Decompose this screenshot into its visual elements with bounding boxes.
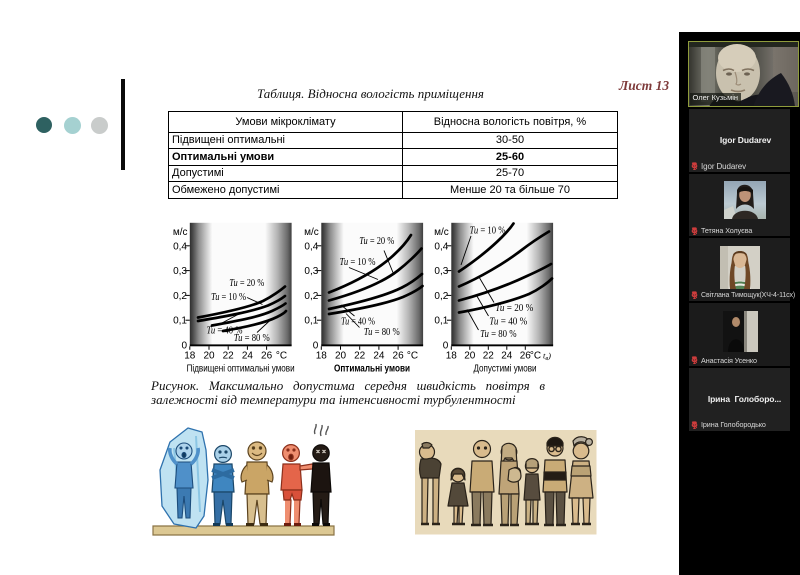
svg-text:0,4: 0,4: [434, 241, 448, 252]
svg-text:20: 20: [203, 351, 215, 362]
svg-text:Підвищені оптимальні умови: Підвищені оптимальні умови: [187, 363, 295, 375]
svg-text:26: 26: [261, 351, 273, 362]
svg-text:0,3: 0,3: [434, 266, 448, 277]
svg-text:22: 22: [354, 351, 366, 362]
svg-text:м/с: м/с: [173, 227, 188, 238]
svg-text:26: 26: [393, 351, 405, 362]
svg-text:0,2: 0,2: [304, 291, 318, 302]
svg-text:Tu = 40 %: Tu = 40 %: [489, 317, 527, 328]
svg-text:м/с: м/с: [434, 227, 449, 238]
svg-text:24: 24: [373, 351, 385, 362]
svg-text:0,4: 0,4: [173, 241, 187, 252]
svg-text:°C: °C: [530, 351, 541, 362]
svg-text:Tu = 10 %: Tu = 10 %: [470, 225, 506, 236]
svg-text:0,3: 0,3: [173, 266, 187, 277]
svg-text:18: 18: [316, 351, 328, 362]
svg-text:Допустимі умови: Допустимі умови: [474, 363, 537, 375]
svg-text:Tu = 20 %: Tu = 20 %: [229, 278, 264, 289]
svg-text:20: 20: [335, 351, 347, 362]
svg-text:26: 26: [520, 351, 532, 362]
svg-text:0: 0: [443, 340, 449, 351]
svg-text:0,4: 0,4: [304, 241, 318, 252]
svg-text:22: 22: [223, 351, 235, 362]
svg-text:0,2: 0,2: [173, 291, 187, 302]
svg-text:0,1: 0,1: [434, 316, 448, 327]
svg-text:tв): tв): [543, 351, 551, 363]
svg-text:24: 24: [501, 351, 513, 362]
svg-text:°C: °C: [407, 351, 418, 362]
svg-text:0,1: 0,1: [173, 316, 187, 327]
svg-text:24: 24: [242, 351, 254, 362]
svg-text:м/с: м/с: [304, 227, 319, 238]
svg-text:Tu = 80 %: Tu = 80 %: [234, 333, 270, 344]
svg-text:Tu = 20 %: Tu = 20 %: [359, 236, 394, 247]
svg-text:Tu = 80 %: Tu = 80 %: [480, 329, 517, 340]
svg-text:0: 0: [181, 340, 187, 351]
svg-text:Tu = 40 %: Tu = 40 %: [341, 317, 375, 328]
svg-text:0,2: 0,2: [434, 291, 448, 302]
svg-text:22: 22: [483, 351, 495, 362]
svg-text:0,3: 0,3: [304, 266, 318, 277]
svg-text:18: 18: [184, 351, 196, 362]
svg-text:Оптимальні умови: Оптимальні умови: [334, 363, 410, 375]
svg-text:Tu = 40 %: Tu = 40 %: [207, 326, 243, 337]
svg-text:20: 20: [464, 351, 476, 362]
svg-text:0: 0: [313, 340, 319, 351]
svg-text:18: 18: [446, 351, 458, 362]
svg-text:Tu = 20 %: Tu = 20 %: [495, 303, 533, 314]
svg-text:Tu = 10 %: Tu = 10 %: [340, 257, 376, 268]
svg-text:Tu = 80 %: Tu = 80 %: [364, 327, 400, 338]
svg-text:°C: °C: [276, 351, 287, 362]
svg-text:Tu = 10 %: Tu = 10 %: [211, 292, 246, 303]
svg-text:0,1: 0,1: [304, 316, 318, 327]
